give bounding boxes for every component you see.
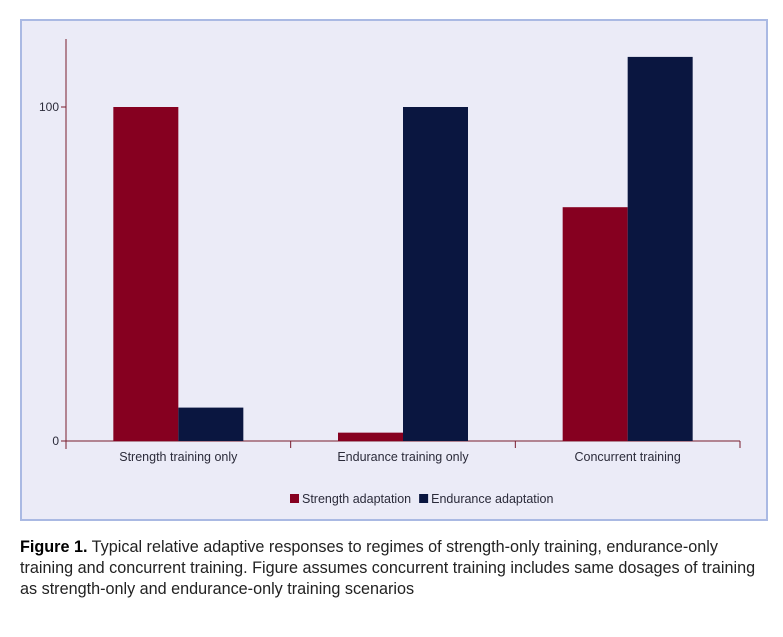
figure-caption: Figure 1. Typical relative adaptive resp… <box>20 537 770 600</box>
category-label-1: Endurance training only <box>337 450 469 464</box>
bar-endurance-1 <box>403 107 468 441</box>
legend-swatch-0 <box>290 494 299 503</box>
bar-chart: 0 100 Strength training only Endurance trai… <box>39 39 741 506</box>
y-tick-label-0: 0 <box>52 434 59 448</box>
category-label-0: Strength training only <box>119 450 238 464</box>
bar-strength-1 <box>338 432 403 441</box>
bar-strength-0 <box>113 107 179 441</box>
legend-label-0: Strength adaptation <box>302 492 411 506</box>
bar-strength-2 <box>562 207 628 441</box>
bar-endurance-2 <box>627 56 693 442</box>
chart-frame: 0 100 Strength training only Endurance trai… <box>20 19 768 521</box>
legend-label-1: Endurance adaptation <box>431 492 553 506</box>
legend-swatch-1 <box>419 494 429 503</box>
category-label-2: Concurrent training <box>575 450 681 464</box>
caption-text: Typical relative adaptive responses to r… <box>20 538 756 598</box>
caption-label: Figure 1. <box>20 538 88 556</box>
y-tick-label-1: 100 <box>39 100 59 114</box>
bar-endurance-0 <box>178 407 244 441</box>
